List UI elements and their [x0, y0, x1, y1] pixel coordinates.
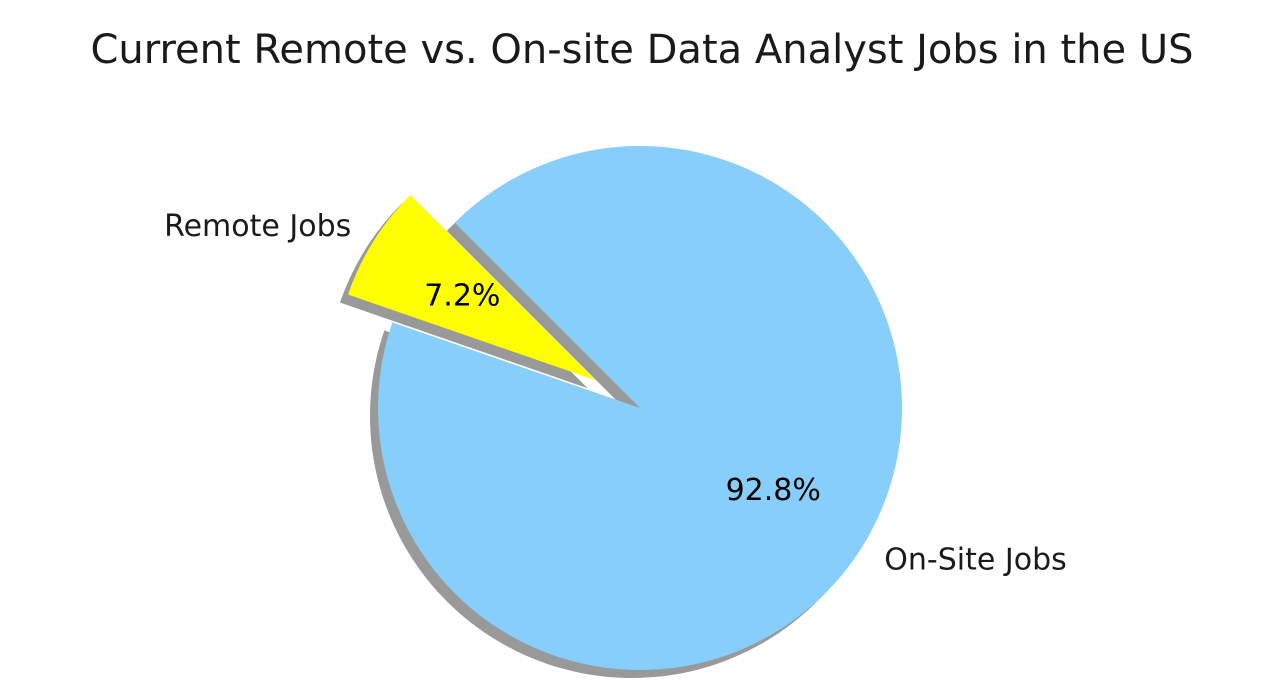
pie-labels: Remote Jobs 7.2% On-Site Jobs 92.8% — [164, 209, 1067, 578]
slice-label-remote-jobs: Remote Jobs — [164, 209, 351, 244]
slice-label-on-site-jobs: On-Site Jobs — [884, 542, 1066, 577]
pie-slice-on-site-jobs — [377, 146, 902, 671]
slice-percent-on-site-jobs: 92.8% — [726, 473, 821, 508]
slice-percent-remote-jobs: 7.2% — [424, 278, 500, 313]
pie-slice-remote-jobs — [347, 194, 596, 381]
chart-title: Current Remote vs. On-site Data Analyst … — [90, 27, 1193, 73]
pie-slices — [347, 146, 902, 671]
